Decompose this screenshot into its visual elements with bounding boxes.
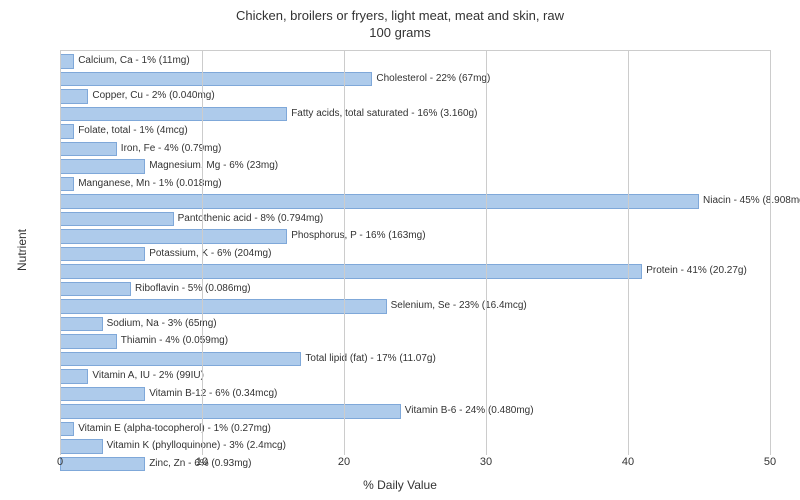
bar-row: Riboflavin - 5% (0.086mg) (60, 281, 770, 298)
gridline (628, 51, 629, 451)
gridline (344, 51, 345, 451)
bar-row: Calcium, Ca - 1% (11mg) (60, 53, 770, 70)
bar-row: Pantothenic acid - 8% (0.794mg) (60, 211, 770, 228)
x-tick-label: 50 (764, 456, 776, 468)
bar-label: Vitamin B-12 - 6% (0.34mcg) (149, 387, 277, 402)
bar-row: Vitamin E (alpha-tocopherol) - 1% (0.27m… (60, 421, 770, 438)
bar-label: Protein - 41% (20.27g) (646, 264, 747, 279)
y-axis-label: Nutrient (15, 229, 29, 271)
bar (60, 299, 387, 314)
x-tick-label: 20 (338, 456, 350, 468)
bar (60, 457, 145, 472)
bar (60, 89, 88, 104)
bar-row: Vitamin B-6 - 24% (0.480mg) (60, 403, 770, 420)
title-line-2: 100 grams (369, 25, 430, 40)
bar-row: Zinc, Zn - 6% (0.93mg) (60, 456, 770, 473)
gridline (60, 51, 61, 451)
bar-label: Copper, Cu - 2% (0.040mg) (92, 89, 214, 104)
bar (60, 107, 287, 122)
bar-row: Total lipid (fat) - 17% (11.07g) (60, 351, 770, 368)
bar (60, 422, 74, 437)
bar (60, 317, 103, 332)
bar (60, 142, 117, 157)
bar-label: Potassium, K - 6% (204mg) (149, 247, 271, 262)
bar-row: Potassium, K - 6% (204mg) (60, 246, 770, 263)
bar-row: Iron, Fe - 4% (0.79mg) (60, 141, 770, 158)
bar-label: Total lipid (fat) - 17% (11.07g) (305, 352, 435, 367)
bar-label: Vitamin B-6 - 24% (0.480mg) (405, 404, 534, 419)
bar-label: Folate, total - 1% (4mcg) (78, 124, 187, 139)
bar (60, 54, 74, 69)
x-tick-mark (60, 450, 61, 455)
bar (60, 352, 301, 367)
x-tick-label: 0 (57, 456, 63, 468)
bar-label: Thiamin - 4% (0.059mg) (121, 334, 228, 349)
bar-row: Phosphorus, P - 16% (163mg) (60, 228, 770, 245)
bar-label: Cholesterol - 22% (67mg) (376, 72, 490, 87)
bar-label: Pantothenic acid - 8% (0.794mg) (178, 212, 324, 227)
bar-row: Cholesterol - 22% (67mg) (60, 71, 770, 88)
bar-row: Sodium, Na - 3% (65mg) (60, 316, 770, 333)
bar (60, 247, 145, 262)
x-tick-mark (770, 450, 771, 455)
bar-row: Protein - 41% (20.27g) (60, 263, 770, 280)
bar-label: Vitamin E (alpha-tocopherol) - 1% (0.27m… (78, 422, 271, 437)
bar-label: Phosphorus, P - 16% (163mg) (291, 229, 425, 244)
bar (60, 72, 372, 87)
x-tick-label: 10 (196, 456, 208, 468)
bar-row: Fatty acids, total saturated - 16% (3.16… (60, 106, 770, 123)
bar (60, 212, 174, 227)
bar (60, 177, 74, 192)
bar-row: Thiamin - 4% (0.059mg) (60, 333, 770, 350)
plot-area: Calcium, Ca - 1% (11mg) Cholesterol - 22%… (60, 50, 771, 451)
bar (60, 439, 103, 454)
title-line-1: Chicken, broilers or fryers, light meat,… (236, 8, 564, 23)
bar-row: Magnesium, Mg - 6% (23mg) (60, 158, 770, 175)
bar-label: Iron, Fe - 4% (0.79mg) (121, 142, 222, 157)
x-tick-mark (202, 450, 203, 455)
bars-group: Calcium, Ca - 1% (11mg) Cholesterol - 22%… (60, 53, 770, 473)
bar (60, 369, 88, 384)
bar-label: Selenium, Se - 23% (16.4mcg) (391, 299, 527, 314)
x-tick-label: 40 (622, 456, 634, 468)
bar-label: Manganese, Mn - 1% (0.018mg) (78, 177, 221, 192)
bar-row: Vitamin K (phylloquinone) - 3% (2.4mcg) (60, 438, 770, 455)
bar (60, 334, 117, 349)
x-axis-label: % Daily Value (363, 478, 437, 492)
x-tick-mark (486, 450, 487, 455)
bar-label: Sodium, Na - 3% (65mg) (107, 317, 217, 332)
x-tick-mark (344, 450, 345, 455)
bar-row: Vitamin A, IU - 2% (99IU) (60, 368, 770, 385)
bar (60, 404, 401, 419)
bar-row: Folate, total - 1% (4mcg) (60, 123, 770, 140)
gridline (486, 51, 487, 451)
bar (60, 282, 131, 297)
gridline (202, 51, 203, 451)
bar (60, 229, 287, 244)
gridline (770, 51, 771, 451)
bar (60, 159, 145, 174)
bar-label: Fatty acids, total saturated - 16% (3.16… (291, 107, 477, 122)
bar-label: Magnesium, Mg - 6% (23mg) (149, 159, 278, 174)
bar-row: Manganese, Mn - 1% (0.018mg) (60, 176, 770, 193)
bar (60, 124, 74, 139)
x-tick-label: 30 (480, 456, 492, 468)
bar-label: Niacin - 45% (8.908mg) (703, 194, 800, 209)
bar (60, 387, 145, 402)
bar-row: Vitamin B-12 - 6% (0.34mcg) (60, 386, 770, 403)
x-tick-mark (628, 450, 629, 455)
bar (60, 264, 642, 279)
chart-title: Chicken, broilers or fryers, light meat,… (0, 0, 800, 42)
bar-row: Niacin - 45% (8.908mg) (60, 193, 770, 210)
nutrient-chart: Chicken, broilers or fryers, light meat,… (0, 0, 800, 500)
bar-label: Vitamin K (phylloquinone) - 3% (2.4mcg) (107, 439, 286, 454)
bar-label: Calcium, Ca - 1% (11mg) (78, 54, 190, 69)
bar-label: Vitamin A, IU - 2% (99IU) (92, 369, 204, 384)
bar-label: Riboflavin - 5% (0.086mg) (135, 282, 251, 297)
bar-row: Selenium, Se - 23% (16.4mcg) (60, 298, 770, 315)
bar-row: Copper, Cu - 2% (0.040mg) (60, 88, 770, 105)
bar (60, 194, 699, 209)
